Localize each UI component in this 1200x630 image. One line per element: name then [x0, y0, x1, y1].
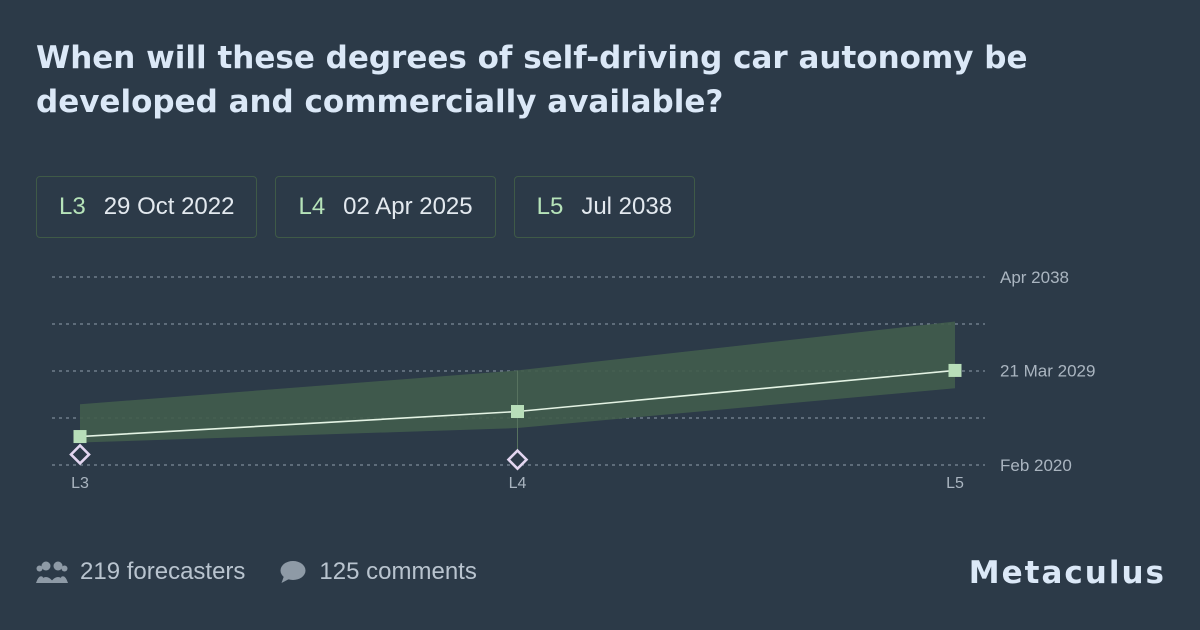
footer-stats: 219 forecasters 125 comments — [36, 558, 511, 586]
card-forecast-value: Jul 2038 — [581, 193, 673, 220]
card-level-label: L3 — [59, 193, 86, 220]
forecast-chart: L3 L4 L5 Apr 2038 21 Mar 2029 Feb 2020 — [52, 268, 1095, 492]
forecast-card-l5[interactable]: L5 Jul 2038 — [513, 176, 696, 238]
comments-count: 125 comments — [319, 558, 477, 585]
card-level-label: L5 — [536, 193, 564, 220]
median-marker-l3 — [73, 430, 87, 444]
x-tick-label: L5 — [946, 475, 964, 492]
page-title: When will these degrees of self-driving … — [36, 40, 1028, 120]
metaculus-logo[interactable]: Metaculus — [968, 555, 1166, 591]
people-icon — [36, 561, 68, 583]
forecasters-stat: 219 forecasters — [36, 558, 245, 586]
x-tick-label: L3 — [71, 475, 89, 492]
median-marker-l4 — [511, 405, 524, 419]
comment-icon — [280, 561, 306, 583]
x-tick-label: L4 — [509, 475, 527, 492]
y-tick-label: Apr 2038 — [1000, 268, 1069, 287]
resolution-marker-l3 — [69, 443, 91, 466]
y-tick-label: Feb 2020 — [1000, 456, 1072, 475]
median-marker-l5 — [948, 363, 962, 377]
comments-stat[interactable]: 125 comments — [279, 558, 477, 586]
forecast-card-l4[interactable]: L4 02 Apr 2025 — [275, 176, 496, 238]
resolution-marker-l4 — [506, 448, 529, 471]
forecast-cards: L3 29 Oct 2022 L4 02 Apr 2025 L5 Jul 203… — [36, 176, 696, 238]
card-level-label: L4 — [298, 193, 326, 220]
card-forecast-value: 02 Apr 2025 — [343, 193, 473, 220]
forecasters-count: 219 forecasters — [80, 558, 246, 585]
card-forecast-value: 29 Oct 2022 — [103, 193, 235, 220]
forecast-card-l3[interactable]: L3 29 Oct 2022 — [36, 176, 258, 238]
y-tick-label: 21 Mar 2029 — [1000, 361, 1095, 380]
